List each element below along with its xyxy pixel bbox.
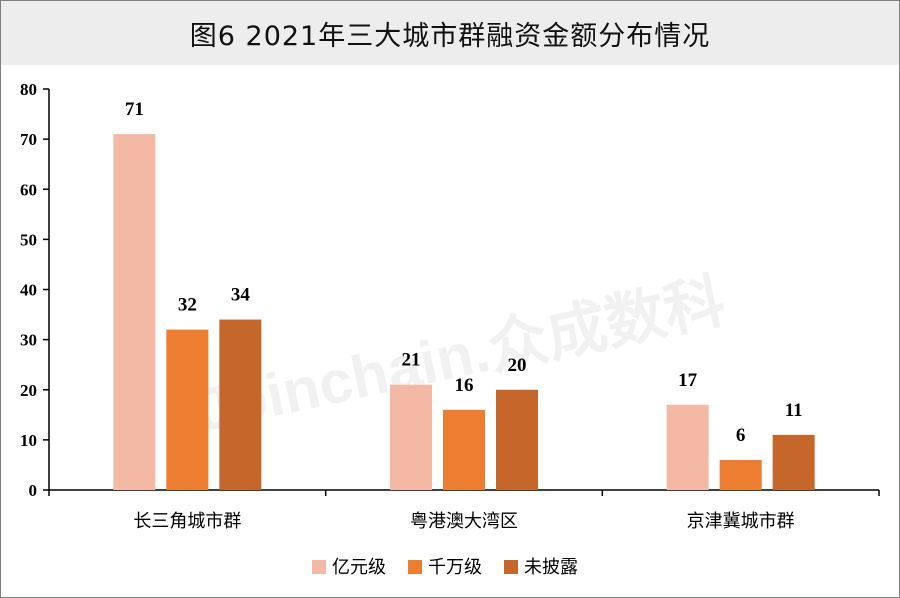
legend-swatch bbox=[312, 560, 326, 574]
bar bbox=[719, 459, 762, 490]
data-label: 11 bbox=[785, 400, 803, 421]
y-tick-label: 20 bbox=[20, 381, 37, 400]
data-label: 16 bbox=[455, 375, 474, 396]
data-label: 20 bbox=[508, 355, 527, 376]
y-tick-label: 50 bbox=[20, 230, 37, 249]
y-tick-label: 80 bbox=[20, 80, 37, 99]
y-tick-label: 70 bbox=[20, 130, 37, 149]
legend-label: 亿元级 bbox=[332, 557, 386, 578]
legend-swatch bbox=[408, 560, 422, 574]
y-tick-label: 10 bbox=[20, 431, 37, 450]
category-label: 长三角城市群 bbox=[133, 511, 241, 532]
bar bbox=[390, 384, 432, 490]
y-tick-label: 30 bbox=[20, 331, 37, 350]
data-label: 32 bbox=[178, 295, 197, 316]
bar bbox=[166, 329, 209, 490]
data-label: 34 bbox=[231, 285, 251, 306]
legend-label: 千万级 bbox=[428, 557, 482, 578]
y-tick-label: 0 bbox=[29, 481, 38, 500]
data-label: 17 bbox=[678, 370, 698, 391]
category-label: 粤港澳大湾区 bbox=[410, 511, 518, 532]
bar bbox=[113, 134, 156, 491]
title-band: 图6 2021年三大城市群融资金额分布情况 bbox=[1, 1, 899, 65]
bar bbox=[219, 319, 262, 490]
legend-label: 未披露 bbox=[524, 557, 578, 578]
legend-swatch bbox=[504, 560, 518, 574]
bar bbox=[666, 404, 709, 490]
y-tick-label: 40 bbox=[20, 281, 37, 300]
category-label: 京津冀城市群 bbox=[687, 511, 795, 532]
data-label: 71 bbox=[125, 99, 144, 120]
data-label: 6 bbox=[736, 425, 746, 446]
bar bbox=[496, 389, 538, 490]
bar bbox=[443, 409, 485, 490]
y-tick-label: 60 bbox=[20, 180, 37, 199]
data-label: 21 bbox=[402, 350, 421, 371]
chart-title: 图6 2021年三大城市群融资金额分布情况 bbox=[189, 20, 711, 52]
bar bbox=[772, 434, 815, 490]
